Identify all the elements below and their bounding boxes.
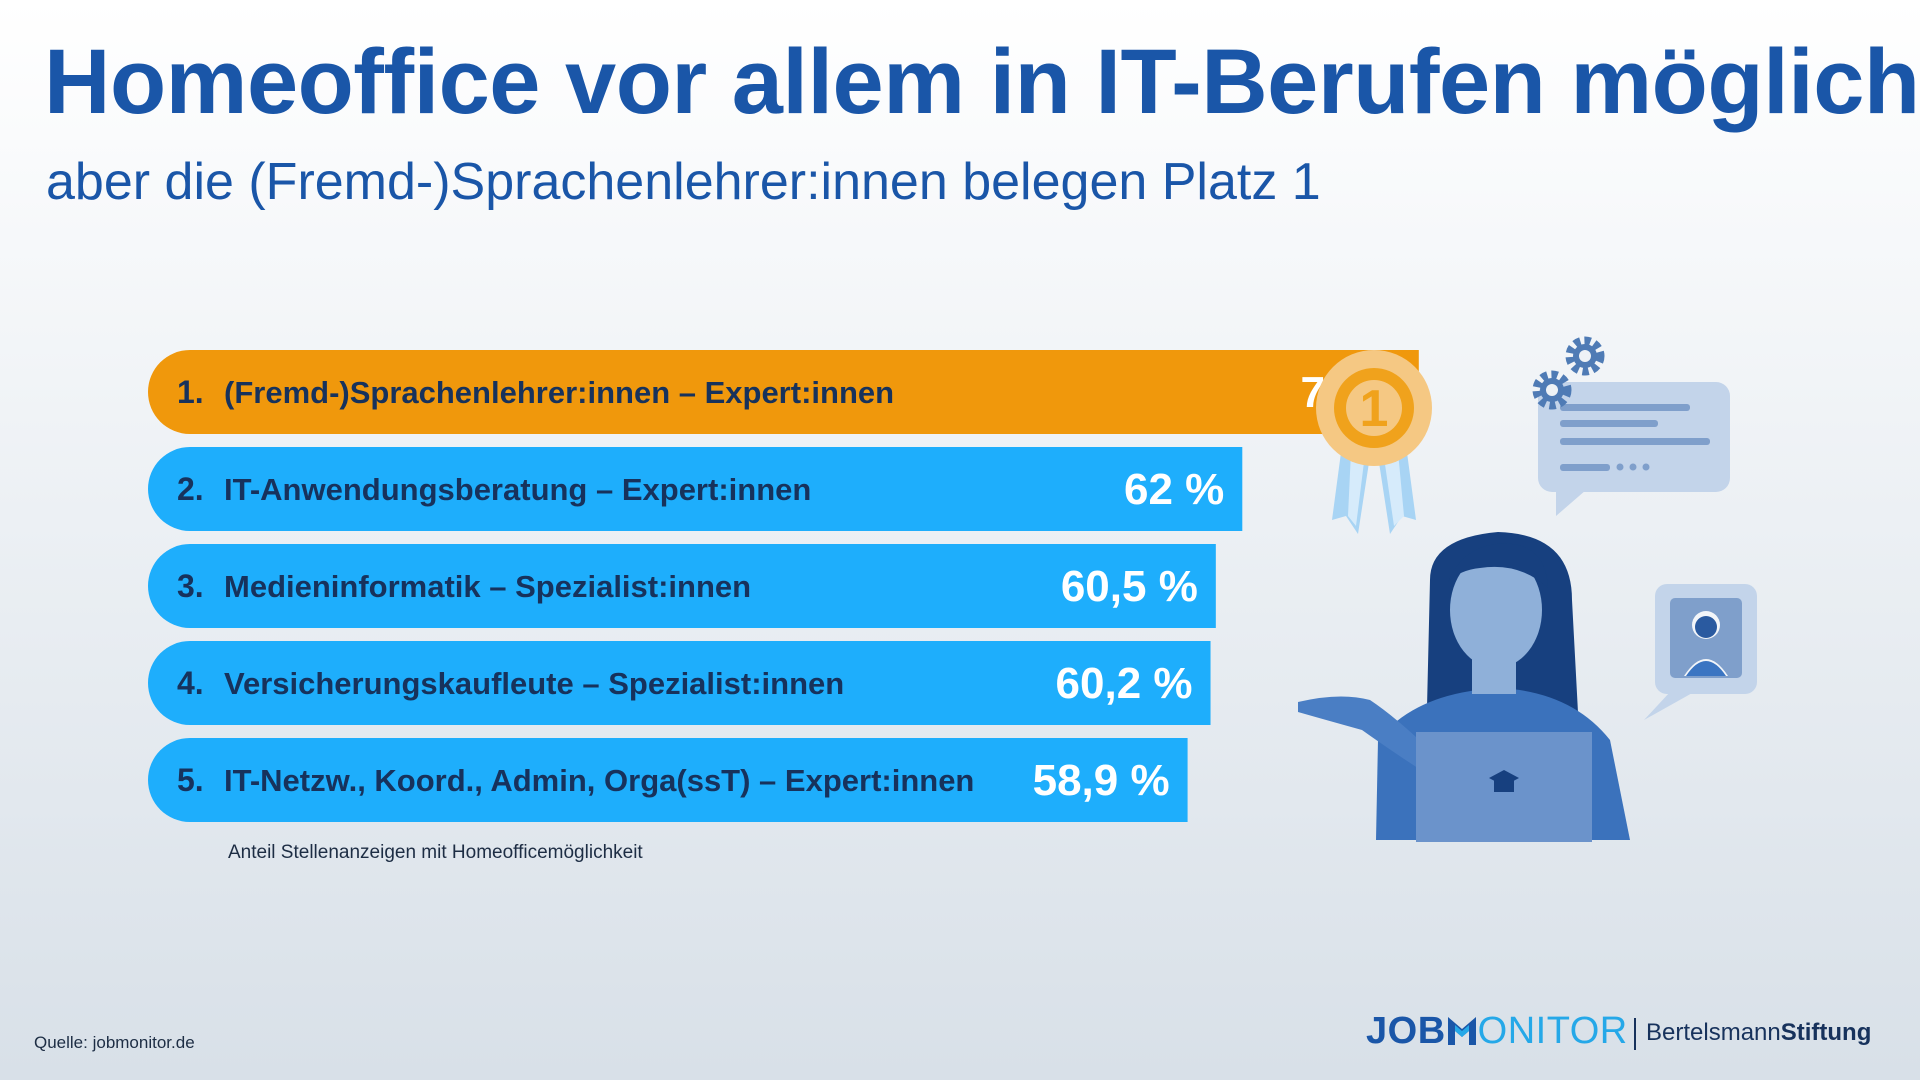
jobmonitor-logo: JOB ONITOR — [1366, 1010, 1628, 1053]
category-label-4: Versicherungskaufleute – Spezialist:inne… — [224, 666, 844, 701]
category-label-1: (Fremd-)Sprachenlehrer:innen – Expert:in… — [224, 375, 894, 410]
chat-bubble-icon — [1538, 382, 1730, 516]
person-with-laptop-illustration: 1 — [1298, 336, 1757, 842]
value-label-3: 60,5 % — [1061, 562, 1198, 611]
bertelsmann-light-text: Bertelsmann — [1646, 1019, 1781, 1046]
value-label-2: 62 % — [1124, 465, 1224, 514]
rank-label-5: 5. — [177, 762, 204, 798]
logo-monitor-text: ONITOR — [1477, 1010, 1628, 1052]
bar-2 — [148, 447, 1243, 531]
bar-3 — [148, 544, 1216, 628]
rank-label-4: 4. — [177, 665, 204, 701]
category-label-3: Medieninformatik – Spezialist:innen — [224, 569, 751, 604]
value-label-4: 60,2 % — [1056, 659, 1193, 708]
page-subtitle: aber die (Fremd-)Sprachenlehrer:innen be… — [46, 153, 1321, 211]
person-figure — [1298, 532, 1630, 842]
rank-label-3: 3. — [177, 568, 204, 604]
logo-divider — [1634, 1018, 1636, 1050]
page-title: Homeoffice vor allem in IT-Berufen mögli… — [44, 31, 1920, 133]
rank-label-2: 2. — [177, 471, 204, 507]
category-label-2: IT-Anwendungsberatung – Expert:innen — [224, 472, 811, 507]
rank-label-1: 1. — [177, 374, 204, 410]
bertelsmann-bold-text: Stiftung — [1780, 1019, 1872, 1046]
bar-4 — [148, 641, 1211, 725]
gear-icon — [1565, 336, 1605, 376]
chart-note: Anteil Stellenanzeigen mit Homeofficemög… — [228, 842, 643, 863]
bar-5 — [148, 738, 1188, 822]
bar-1 — [148, 350, 1419, 434]
profile-card-icon — [1644, 584, 1757, 720]
bertelsmann-logo: BertelsmannStiftung — [1646, 1019, 1871, 1047]
source-note: Quelle: jobmonitor.de — [34, 1033, 195, 1052]
logo-m-mark-icon — [1447, 1017, 1476, 1045]
category-label-5: IT-Netzw., Koord., Admin, Orga(ssT) – Ex… — [224, 763, 974, 798]
medal-icon: 1 — [1316, 350, 1432, 534]
logo-job-text: JOB — [1366, 1010, 1446, 1052]
value-label-5: 58,9 % — [1033, 756, 1170, 805]
gear-icon — [1532, 370, 1572, 410]
medal-label: 1 — [1360, 380, 1389, 438]
